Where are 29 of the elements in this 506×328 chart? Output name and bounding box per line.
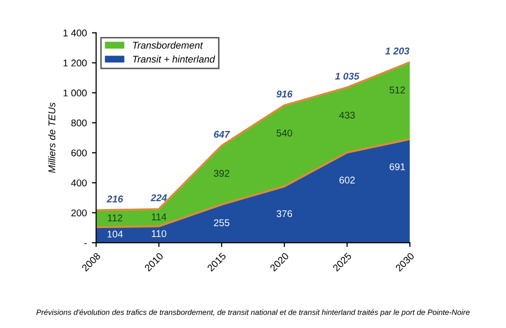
data-label: 114 — [152, 214, 166, 220]
y-tick-label: - — [84, 243, 87, 244]
data-label: 433 — [339, 112, 355, 119]
total-label: 1 035 — [335, 72, 360, 80]
y-tick-label: 800 — [71, 120, 87, 126]
y-tick-label: 1 200 — [64, 60, 87, 66]
total-label: 1 203 — [385, 48, 410, 54]
data-label: 112 — [108, 214, 122, 222]
legend-label: Transbordement — [132, 42, 204, 49]
data-label: 255 — [214, 219, 230, 226]
y-tick-label: 600 — [71, 149, 87, 156]
total-label: 916 — [276, 90, 293, 98]
total-label: 224 — [150, 194, 167, 202]
data-label: 691 — [390, 163, 405, 170]
y-tick-label: 1 400 — [64, 30, 87, 36]
data-label: 376 — [276, 210, 292, 218]
data-label: 104 — [108, 230, 123, 238]
data-label: 602 — [340, 176, 355, 184]
y-tick-label: 400 — [71, 179, 87, 186]
data-label: 512 — [390, 86, 405, 94]
data-label: 110 — [152, 230, 166, 238]
data-label: 540 — [276, 130, 292, 136]
legend-label: Transit + hinterland — [132, 55, 216, 63]
total-label: 647 — [214, 130, 230, 138]
y-axis-title: Milliers de TEUs — [48, 102, 56, 173]
y-tick-label: 1 000 — [64, 90, 87, 96]
total-label: 216 — [106, 196, 124, 202]
y-tick-label: 200 — [71, 209, 87, 216]
data-label: 392 — [214, 170, 230, 177]
